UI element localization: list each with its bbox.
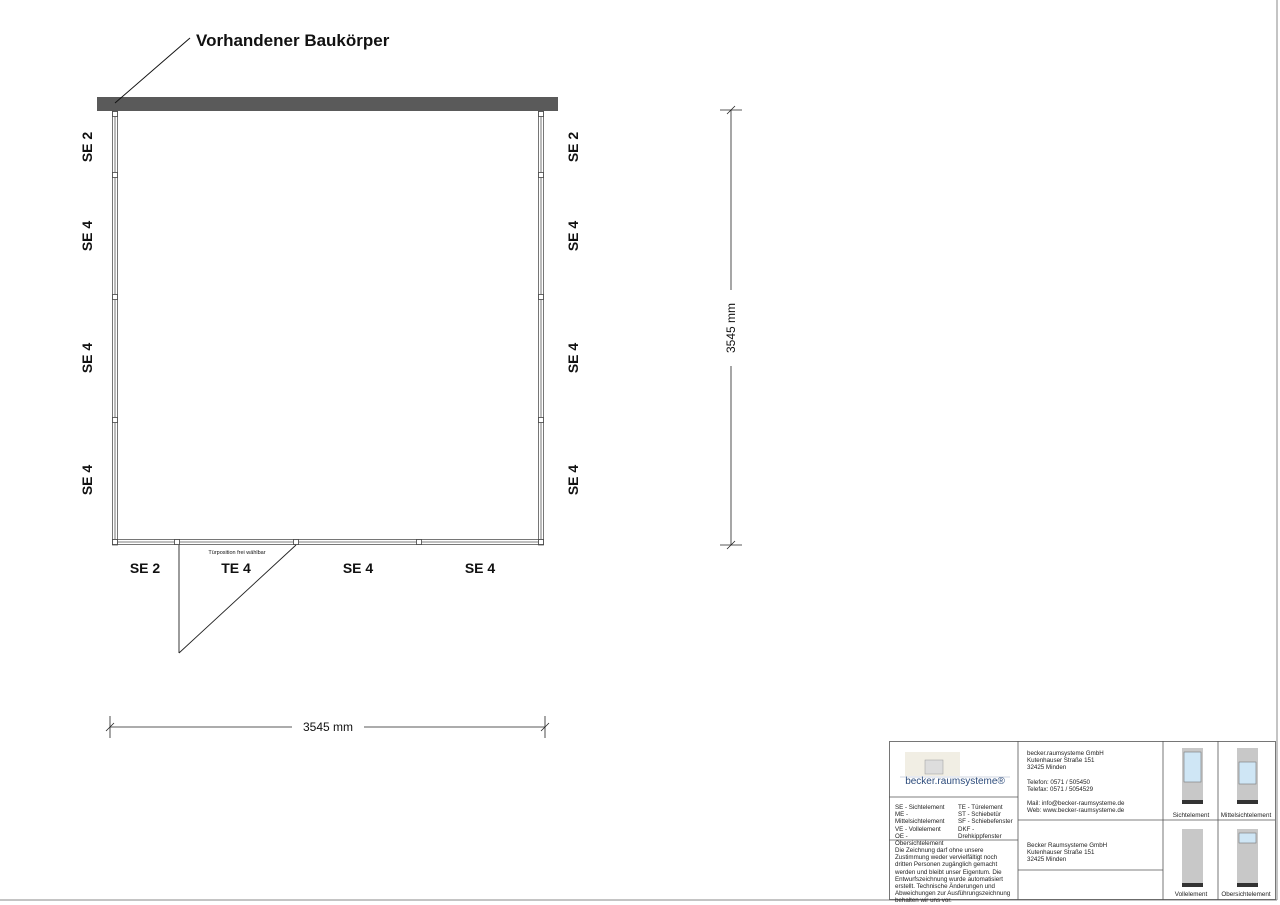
legend-right: TE - Türelement ST - Schiebetür SF - Sch… bbox=[958, 804, 1018, 840]
width-dimension: 3545 mm bbox=[303, 720, 353, 734]
customer-name: Becker Raumsysteme GmbH bbox=[1027, 842, 1108, 849]
right-label: SE 4 bbox=[565, 465, 581, 496]
joints bbox=[112, 111, 544, 545]
customer-address: Becker Raumsysteme GmbH Kutenhauser Stra… bbox=[1027, 842, 1162, 864]
company-mail: Mail: info@becker-raumsysteme.de bbox=[1027, 800, 1125, 808]
left-label: SE 4 bbox=[79, 221, 95, 252]
legend-item: SE - Sichtelement bbox=[895, 804, 945, 811]
customer-city: 32425 Minden bbox=[1027, 856, 1067, 864]
wall-joint bbox=[538, 172, 544, 178]
disclaimer: Die Zeichnung darf ohne unsere Zustimmun… bbox=[895, 847, 1011, 905]
company-web: Web: www.becker-raumsysteme.de bbox=[1027, 807, 1125, 815]
width-dimension-line bbox=[105, 716, 550, 738]
element-vollelement-icon bbox=[1182, 829, 1203, 887]
door-note: Türposition frei wählbar bbox=[208, 550, 265, 556]
legend-item: DKF - Drehkippfenster bbox=[958, 825, 1002, 840]
wall-joint bbox=[112, 172, 118, 178]
element-sichtelement-icon bbox=[1182, 748, 1203, 804]
wall-left bbox=[112, 110, 118, 546]
element-caption: Vollelement bbox=[1174, 891, 1208, 898]
wall-right bbox=[538, 110, 544, 546]
bottom-label: SE 4 bbox=[465, 560, 496, 576]
height-dimension: 3545 mm bbox=[724, 303, 738, 353]
wall-joint bbox=[112, 417, 118, 423]
legend-item: OE - Obersichtelement bbox=[895, 832, 944, 848]
right-label: SE 2 bbox=[565, 132, 581, 163]
legend-item: TE - Türelement bbox=[958, 804, 1003, 811]
legend-item: ST - Schiebetür bbox=[958, 811, 1001, 819]
wall-joint bbox=[538, 294, 544, 300]
bottom-label: SE 4 bbox=[343, 560, 374, 576]
wall-joint bbox=[538, 111, 544, 117]
leader-line bbox=[114, 37, 191, 104]
bottom-label: SE 2 bbox=[130, 560, 161, 576]
company-logo: becker.raumsysteme® bbox=[900, 752, 1010, 787]
left-label: SE 2 bbox=[79, 132, 95, 163]
logo-text: becker.raumsysteme® bbox=[905, 776, 1005, 787]
company-address: becker.raumsysteme GmbH Kutenhauser Stra… bbox=[1027, 750, 1162, 814]
legend-item: VE - Vollelement bbox=[895, 825, 941, 833]
element-caption: Obersichtelement bbox=[1221, 891, 1271, 898]
wall-joint bbox=[538, 417, 544, 423]
element-obersichtelement-icon bbox=[1237, 829, 1258, 887]
left-label: SE 4 bbox=[79, 465, 95, 496]
wall-joint bbox=[112, 539, 118, 545]
legend-left: SE - Sichtelement ME - Mittelsichtelemen… bbox=[895, 804, 955, 847]
right-label: SE 4 bbox=[565, 343, 581, 374]
height-dimension-line bbox=[720, 105, 742, 550]
wall-joint bbox=[416, 539, 422, 545]
legend-item: ME - Mittelsichtelement bbox=[895, 811, 945, 826]
walls bbox=[112, 110, 544, 546]
wall-joint bbox=[293, 539, 299, 545]
wall-joint bbox=[112, 294, 118, 300]
element-mittelsichtelement-icon bbox=[1237, 748, 1258, 804]
company-fax: Telefax: 0571 / 5054529 bbox=[1027, 785, 1094, 793]
company-name: becker.raumsysteme GmbH bbox=[1027, 750, 1104, 757]
element-caption: Mittelsichtelement bbox=[1220, 812, 1272, 819]
right-label: SE 4 bbox=[565, 221, 581, 252]
element-caption: Sichtelement bbox=[1172, 812, 1210, 819]
wall-joint bbox=[538, 539, 544, 545]
customer-street: Kutenhauser Straße 151 bbox=[1027, 849, 1095, 857]
door-swing bbox=[178, 544, 297, 654]
bottom-label: TE 4 bbox=[221, 560, 251, 576]
legend-item: SF - Schiebefenster bbox=[958, 818, 1013, 826]
company-city: 32425 Minden bbox=[1027, 764, 1067, 772]
wall-joint bbox=[112, 111, 118, 117]
company-street: Kutenhauser Straße 151 bbox=[1027, 757, 1095, 765]
wall-joint bbox=[174, 539, 180, 545]
company-phone: Telefon: 0571 / 505450 bbox=[1027, 778, 1090, 786]
title-block-grid bbox=[889, 741, 1276, 900]
existing-building bbox=[97, 97, 558, 111]
left-label: SE 4 bbox=[79, 343, 95, 374]
existing-building-label: Vorhandener Baukörper bbox=[196, 31, 390, 50]
